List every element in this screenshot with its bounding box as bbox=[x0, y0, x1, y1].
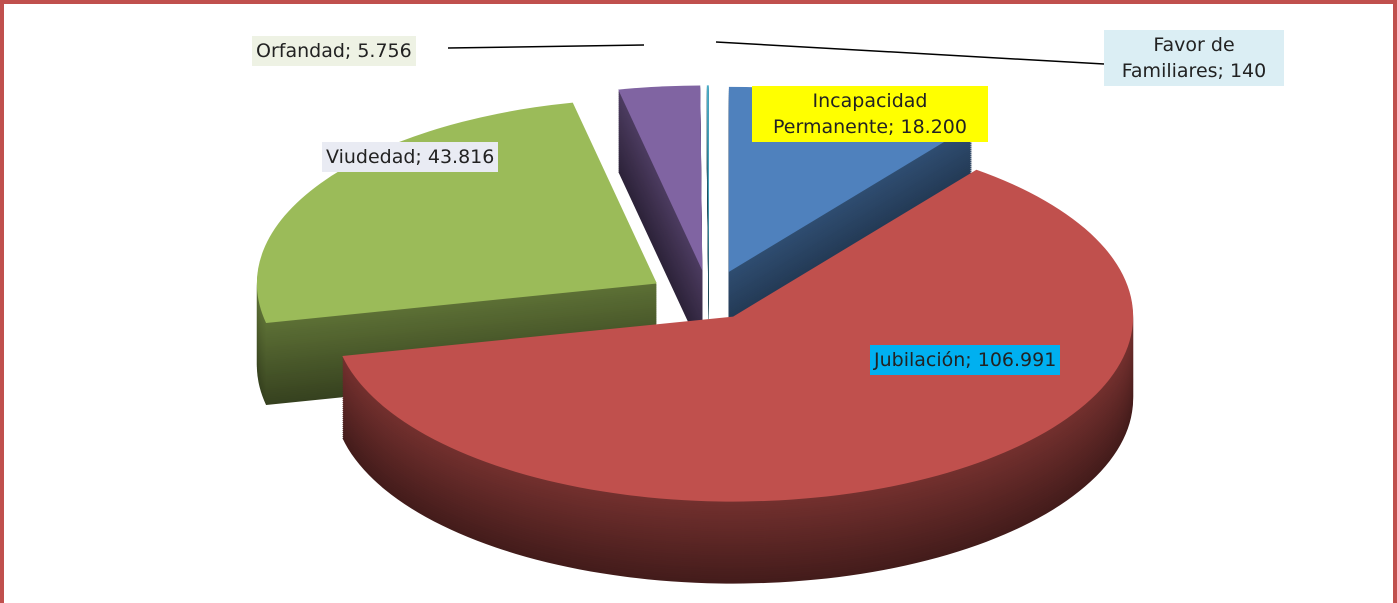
slice-top bbox=[706, 85, 709, 271]
leader-line bbox=[447, 44, 645, 49]
slice bbox=[342, 169, 1134, 584]
slice bbox=[618, 85, 703, 353]
slice-top bbox=[256, 102, 657, 323]
slice bbox=[728, 86, 973, 354]
slice-top bbox=[618, 85, 703, 271]
data-label: Incapacidad Permanente; 18.200 bbox=[752, 86, 988, 142]
slice bbox=[256, 102, 657, 405]
leader-line bbox=[715, 41, 1105, 65]
data-label: Jubilación; 106.991 bbox=[870, 345, 1061, 375]
data-label: Viudedad; 43.816 bbox=[322, 142, 499, 172]
slice-top bbox=[342, 169, 1134, 502]
data-label: Favor de Familiares; 140 bbox=[1104, 30, 1284, 86]
slice bbox=[706, 85, 709, 353]
pie-area bbox=[256, 41, 1134, 584]
data-label: Orfandad; 5.756 bbox=[252, 36, 416, 66]
